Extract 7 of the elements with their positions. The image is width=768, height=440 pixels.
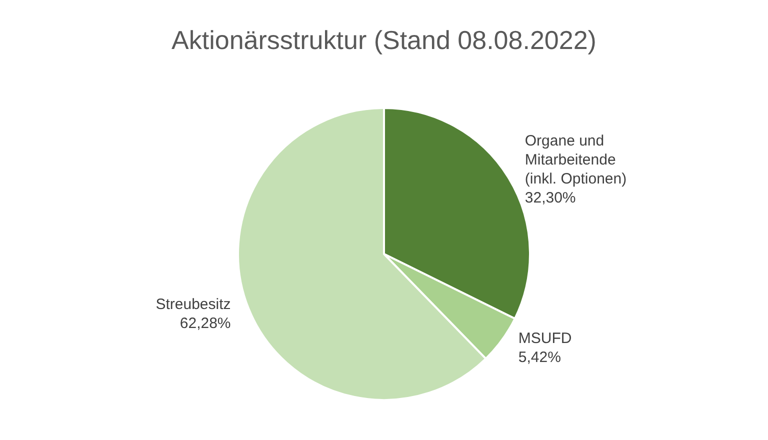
slice-label: MSUFD — [518, 330, 572, 348]
slice-label: Organe und Mitarbeitende (inkl. Optionen) — [524, 132, 627, 188]
data-label: 62,28% — [180, 315, 231, 332]
slice-label: Streubesitz — [156, 296, 231, 314]
data-label: 5,42% — [518, 349, 561, 366]
chart-title: Aktionärsstruktur (Stand 08.08.2022) — [172, 25, 596, 55]
data-label: 32,30% — [524, 190, 576, 207]
